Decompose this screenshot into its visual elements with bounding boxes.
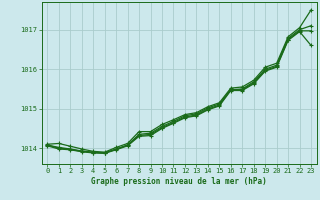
X-axis label: Graphe pression niveau de la mer (hPa): Graphe pression niveau de la mer (hPa)	[91, 177, 267, 186]
